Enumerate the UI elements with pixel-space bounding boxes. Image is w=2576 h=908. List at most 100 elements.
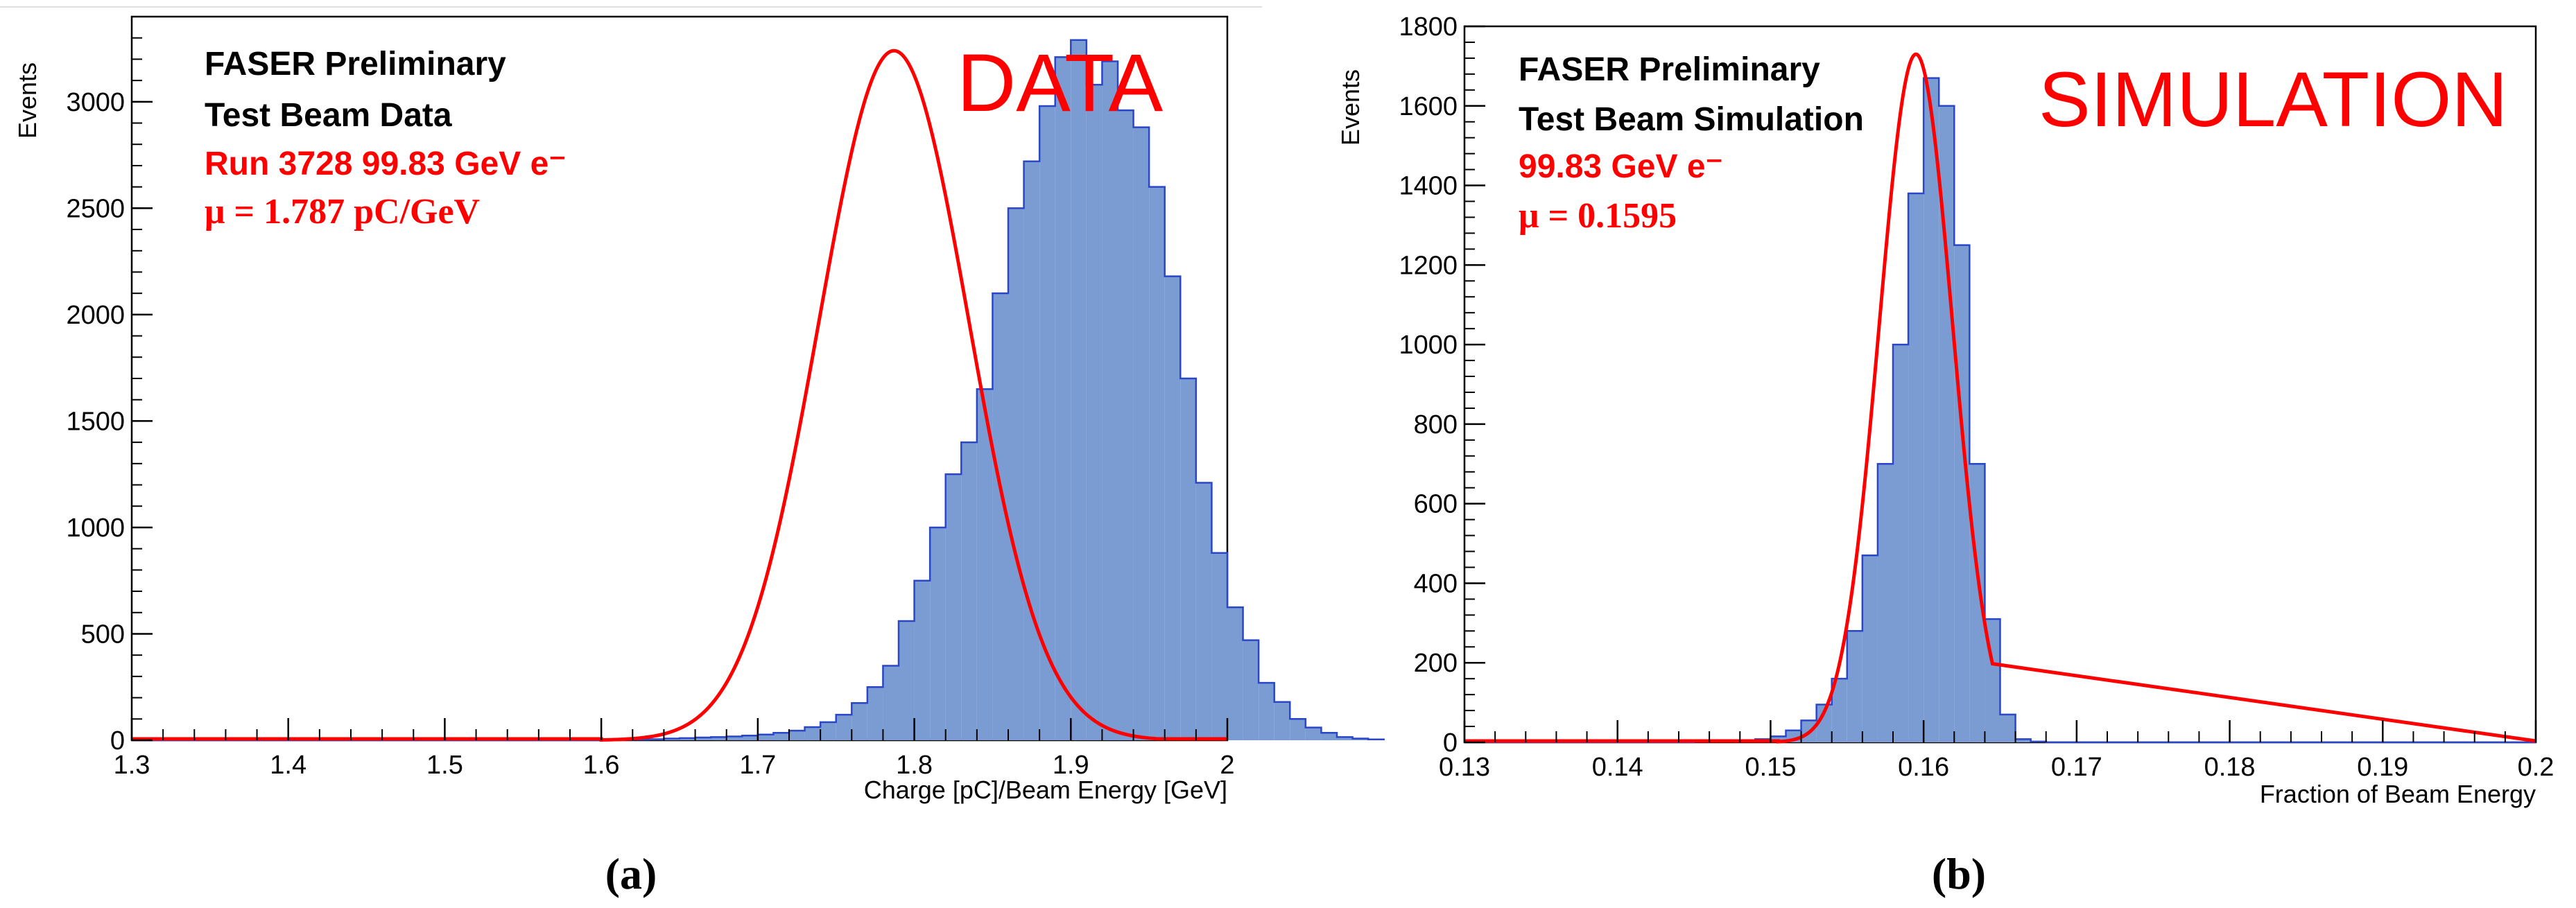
- histogram-bar: [1924, 78, 1939, 743]
- histogram-bar: [899, 621, 915, 740]
- x-tick-label: 0.16: [1898, 753, 1949, 782]
- histogram-bar: [945, 474, 962, 740]
- y-tick-label: 800: [1414, 410, 1458, 439]
- histogram-bar: [1102, 61, 1118, 740]
- histogram-bar: [1877, 464, 1893, 742]
- y-tick-label: 1200: [1399, 251, 1458, 280]
- x-tick-label: 1.7: [739, 751, 776, 780]
- y-tick-label: 1000: [66, 514, 125, 543]
- y-tick-label: 1000: [1399, 331, 1458, 360]
- x-tick-label: 1.3: [114, 751, 150, 780]
- histogram-bar: [1831, 679, 1847, 742]
- panel-b-mu-label: μ = 0.1595: [1519, 196, 1677, 236]
- histogram-bar: [820, 722, 836, 740]
- histogram-bar: [1118, 110, 1134, 740]
- histogram-bar: [1337, 737, 1353, 740]
- y-tick-label: 1400: [1399, 172, 1458, 201]
- panel-b-test-beam-label: Test Beam Simulation: [1519, 101, 1864, 138]
- histogram-bar: [1939, 105, 1955, 742]
- panel-a-data-label: DATA: [957, 37, 1163, 129]
- panel-a: 1.3 1.4 1.5 1.6 1.7 1.8 1.9 2 0 500 1000 1500 2000 2…: [0, 6, 1385, 898]
- histogram-bar: [867, 687, 883, 740]
- y-tick-label: 1800: [1399, 12, 1458, 42]
- histogram-bar: [1008, 208, 1024, 741]
- y-tick-label: 600: [1414, 490, 1458, 519]
- x-tick-label: 1.8: [896, 751, 933, 780]
- histogram-bar: [726, 736, 743, 740]
- panel-a-mu-label: μ = 1.787 pC/GeV: [205, 192, 480, 232]
- y-tick-label: 1500: [66, 407, 125, 436]
- histogram-bar: [1211, 552, 1227, 740]
- histogram-bar: [1164, 276, 1181, 740]
- x-tick-label: 0.2: [2518, 753, 2555, 782]
- panel-b-energy-label: 99.83 GeV e⁻: [1519, 148, 1723, 185]
- x-tick-label: 0.19: [2357, 753, 2408, 782]
- histogram-bar: [992, 293, 1008, 740]
- x-tick-label: 0.13: [1439, 753, 1490, 782]
- histogram-bar: [930, 527, 946, 740]
- y-tick-label: 2000: [66, 301, 125, 330]
- histogram-bar: [695, 737, 711, 740]
- histogram-bar: [1071, 40, 1087, 740]
- panel-a-x-label: Charge [pC]/Beam Energy [GeV]: [864, 776, 1227, 804]
- histogram-bar: [836, 715, 852, 740]
- histogram-bar: [2015, 739, 2031, 742]
- histogram-bar: [1321, 733, 1337, 740]
- histogram-bar: [1086, 85, 1103, 740]
- panel-a-subfigure-label: (a): [605, 849, 657, 898]
- histogram-bar: [1847, 631, 1862, 742]
- histogram-bar: [1305, 727, 1322, 740]
- histogram-bar: [680, 737, 695, 740]
- x-tick-label: 1.6: [583, 751, 620, 780]
- histogram-bar: [757, 734, 774, 740]
- histogram-bar: [1039, 105, 1055, 740]
- panel-b: 0.13 0.14 0.15 0.16 0.17 0.18 0.19 0.2 0 200 400 6…: [1336, 12, 2554, 898]
- histogram-bar: [742, 735, 758, 740]
- histogram-bar: [914, 580, 931, 740]
- x-tick-label: 0.15: [1745, 753, 1796, 782]
- histogram-bar: [804, 726, 821, 740]
- panel-b-x-axis: 0.13 0.14 0.15 0.16 0.17 0.18 0.19 0.2: [1439, 720, 2554, 782]
- y-tick-label: 0: [110, 726, 125, 756]
- histogram-bar: [1816, 704, 1832, 742]
- histogram-bar: [1227, 607, 1243, 740]
- panel-a-gaussian-fit: [132, 49, 1228, 742]
- y-tick-label: 400: [1414, 569, 1458, 598]
- y-tick-label: 500: [81, 620, 125, 649]
- histogram-bar: [1243, 640, 1259, 740]
- x-tick-label: 1.5: [426, 751, 463, 780]
- panel-a-y-axis: 0 500 1000 1500 2000 2500 3000: [66, 16, 153, 756]
- y-tick-label: 2500: [66, 194, 125, 223]
- histogram-bar: [1149, 186, 1165, 740]
- histogram-bar: [1133, 127, 1150, 740]
- histogram-bar: [1180, 378, 1196, 740]
- panel-a-run-label: Run 3728 99.83 GeV e⁻: [205, 146, 567, 182]
- y-tick-label: 1600: [1399, 92, 1458, 121]
- x-tick-label: 0.18: [2204, 753, 2256, 782]
- panel-b-x-label: Fraction of Beam Energy: [2260, 780, 2536, 808]
- panel-a-faser-label: FASER Preliminary: [205, 46, 506, 82]
- histogram-bar: [883, 665, 899, 740]
- y-tick-label: 3000: [66, 88, 125, 117]
- panel-b-faser-label: FASER Preliminary: [1519, 51, 1820, 88]
- y-tick-label: 0: [1443, 728, 1458, 758]
- panel-b-y-axis: 0 200 400 600 800 1000 1200 1400 1600 1800: [1399, 12, 1485, 758]
- histogram-bar: [773, 733, 789, 740]
- histogram-bar: [711, 737, 727, 740]
- histogram-bar: [1055, 57, 1071, 740]
- panel-b-y-label: Events: [1336, 69, 1365, 146]
- histogram-bar: [1862, 555, 1878, 742]
- panel-b-subfigure-label: (b): [1932, 849, 1986, 898]
- histogram-bar: [961, 442, 977, 740]
- histogram-bar: [1908, 193, 1924, 742]
- histogram-bar: [1259, 683, 1274, 740]
- x-tick-label: 0.17: [2051, 753, 2102, 782]
- x-tick-label: 1.9: [1053, 751, 1089, 780]
- histogram-bar: [1893, 344, 1909, 743]
- panel-a-histogram: [132, 39, 1385, 742]
- histogram-bar: [1274, 701, 1290, 740]
- histogram-bar: [852, 703, 867, 740]
- panel-b-simulation-label: SIMULATION: [2039, 56, 2507, 143]
- x-tick-label: 2: [1220, 751, 1234, 780]
